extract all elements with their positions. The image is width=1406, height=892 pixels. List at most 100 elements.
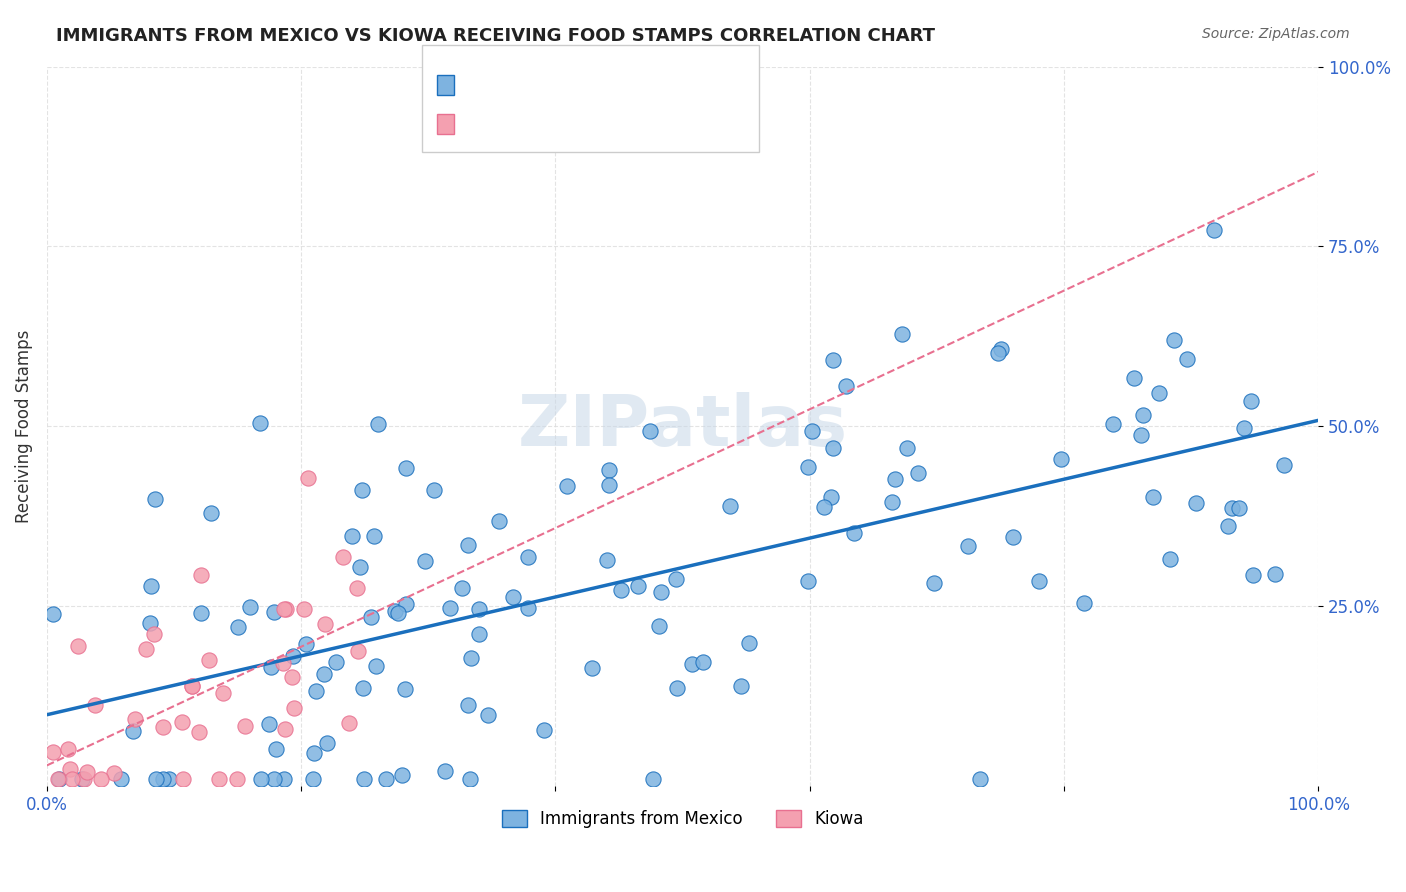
- Point: [1202, 223, 1225, 237]
- Point: [46, 772, 69, 786]
- Point: [90, 772, 112, 786]
- Point: [738, 635, 761, 649]
- Point: [1163, 334, 1185, 348]
- Point: [451, 581, 474, 595]
- Text: IMMIGRANTS FROM MEXICO VS KIOWA RECEIVING FOOD STAMPS CORRELATION CHART: IMMIGRANTS FROM MEXICO VS KIOWA RECEIVIN…: [56, 27, 935, 45]
- Point: [249, 416, 271, 430]
- Point: [969, 772, 991, 786]
- Point: [281, 649, 304, 664]
- Point: [364, 658, 387, 673]
- Text: N =: N =: [555, 114, 592, 132]
- Point: [627, 579, 650, 593]
- Point: [302, 746, 325, 760]
- Point: [347, 643, 370, 657]
- Point: [352, 681, 374, 695]
- Point: [1130, 428, 1153, 442]
- Point: [516, 549, 538, 564]
- Point: [796, 574, 818, 588]
- Point: [1227, 500, 1250, 515]
- Point: [488, 514, 510, 528]
- Point: [315, 736, 337, 750]
- Point: [367, 417, 389, 432]
- Point: [666, 681, 689, 695]
- Point: [460, 650, 482, 665]
- Point: [152, 772, 174, 786]
- Point: [42, 746, 65, 760]
- Point: [181, 679, 204, 693]
- Point: [394, 681, 416, 696]
- Point: [1220, 501, 1243, 516]
- Point: [439, 601, 461, 615]
- Point: [305, 684, 328, 698]
- Point: [257, 717, 280, 731]
- Point: [598, 477, 620, 491]
- Point: [638, 425, 661, 439]
- Point: [413, 554, 436, 568]
- Point: [187, 724, 209, 739]
- Point: [1264, 566, 1286, 581]
- Point: [190, 607, 212, 621]
- Text: R =: R =: [457, 76, 494, 94]
- Point: [263, 605, 285, 619]
- Point: [813, 500, 835, 514]
- Point: [555, 479, 578, 493]
- Point: [1159, 552, 1181, 566]
- Point: [312, 667, 335, 681]
- Point: [352, 483, 374, 497]
- Point: [610, 582, 633, 597]
- Point: [84, 698, 107, 712]
- Point: [648, 619, 671, 633]
- Point: [821, 441, 844, 455]
- Point: [517, 600, 540, 615]
- Point: [681, 657, 703, 672]
- Legend: Immigrants from Mexico, Kiowa: Immigrants from Mexico, Kiowa: [495, 804, 870, 835]
- Point: [1175, 352, 1198, 367]
- Point: [1122, 370, 1144, 384]
- Point: [1102, 417, 1125, 431]
- Point: [596, 553, 619, 567]
- Point: [226, 620, 249, 634]
- Point: [264, 742, 287, 756]
- Point: [800, 424, 823, 438]
- Point: [835, 379, 858, 393]
- Point: [73, 772, 96, 786]
- Point: [250, 772, 273, 786]
- Point: [502, 590, 524, 604]
- Point: [235, 719, 257, 733]
- Point: [239, 600, 262, 615]
- Point: [110, 772, 132, 786]
- Point: [360, 610, 382, 624]
- Point: [891, 326, 914, 341]
- Point: [122, 723, 145, 738]
- Point: [172, 772, 194, 786]
- Text: 124: 124: [591, 76, 626, 94]
- Point: [395, 598, 418, 612]
- Point: [152, 720, 174, 734]
- Point: [208, 772, 231, 786]
- Point: [1272, 458, 1295, 472]
- Point: [59, 762, 82, 776]
- Point: [276, 602, 298, 616]
- Point: [325, 656, 347, 670]
- Point: [301, 772, 323, 786]
- Point: [477, 707, 499, 722]
- Point: [598, 463, 620, 477]
- Point: [842, 526, 865, 541]
- Point: [346, 581, 368, 595]
- Point: [273, 772, 295, 786]
- Point: [1049, 452, 1071, 467]
- Point: [1142, 490, 1164, 504]
- Point: [1233, 421, 1256, 435]
- Point: [1184, 496, 1206, 510]
- Point: [797, 459, 820, 474]
- Point: [533, 723, 555, 738]
- Text: R =: R =: [457, 114, 494, 132]
- Point: [1149, 385, 1171, 400]
- Point: [56, 742, 79, 756]
- Point: [823, 352, 845, 367]
- Point: [200, 506, 222, 520]
- Point: [103, 765, 125, 780]
- Text: N =: N =: [555, 76, 592, 94]
- Text: 39: 39: [591, 114, 614, 132]
- Text: Source: ZipAtlas.com: Source: ZipAtlas.com: [1202, 27, 1350, 41]
